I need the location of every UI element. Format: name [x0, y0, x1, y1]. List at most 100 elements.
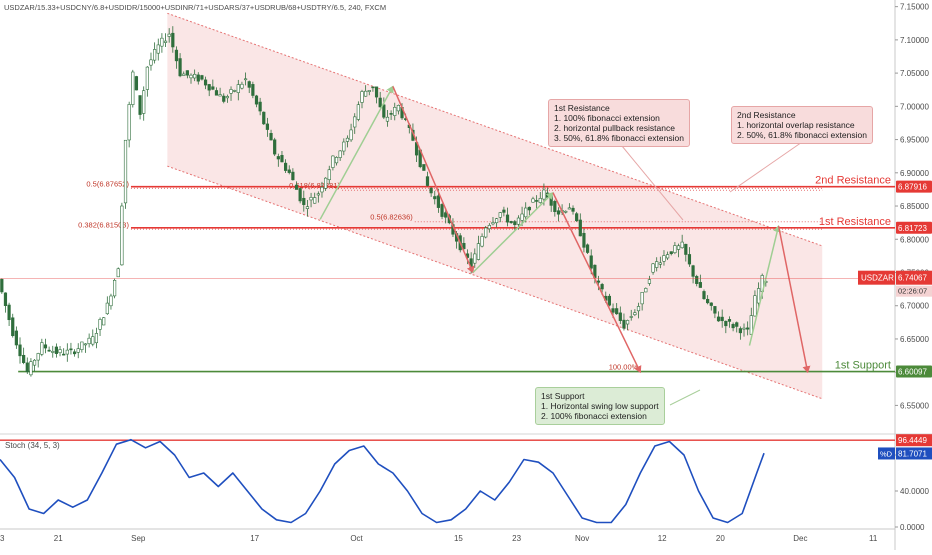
candle-body	[51, 350, 55, 353]
note-line: 2. horizontal pullback resistance	[554, 123, 675, 133]
candle-body	[145, 66, 149, 90]
osc-overbought-label: 96.4449	[898, 436, 927, 445]
candle-body	[225, 96, 229, 99]
symbol-tag-label: USDZAR	[861, 274, 894, 283]
projection-arrow	[319, 85, 394, 220]
note-1st-resistance[interactable]: 1st Resistance 1. 100% fibonacci extensi…	[548, 99, 690, 147]
note-line: 2. 50%, 61.8% fibonacci extension	[737, 130, 867, 140]
fib-level-label: 0.5(6.82636)	[370, 213, 413, 222]
candle-body	[520, 213, 524, 221]
candle-body	[625, 320, 630, 325]
candle-body	[749, 315, 753, 335]
candle-body	[698, 282, 702, 288]
symbol-title: USDZAR/15.33+USDCNY/6.8+USDIDR/15000+USD…	[4, 3, 387, 12]
candle-body	[371, 86, 375, 89]
price-tick-label: 6.80000	[900, 235, 929, 244]
candle-body	[294, 184, 299, 190]
candle-body	[571, 207, 575, 212]
candle-body	[83, 343, 88, 346]
candle-body	[334, 157, 339, 164]
candle-body	[185, 70, 189, 76]
candle-body	[389, 113, 393, 115]
candle-body	[258, 101, 262, 112]
candle-body	[276, 156, 280, 160]
time-tick-label: 12	[658, 534, 667, 543]
level-price-box	[896, 221, 932, 234]
candle-body	[575, 213, 579, 222]
price-tick-label: 6.85000	[900, 202, 929, 211]
candle-body	[633, 312, 637, 316]
candle-body	[163, 40, 168, 43]
candle-body	[382, 104, 386, 118]
osc-series-tag: %D	[880, 449, 893, 458]
candle-body	[171, 32, 175, 48]
candle-body	[440, 204, 444, 217]
candle-body	[713, 306, 717, 314]
candle-body	[378, 97, 382, 108]
candle-body	[65, 349, 69, 355]
candle-body	[236, 84, 240, 93]
candle-body	[320, 186, 324, 193]
candle-body	[262, 111, 266, 125]
price-tick-label: 6.55000	[900, 401, 929, 410]
candle-body	[14, 330, 18, 346]
candle-body	[429, 187, 433, 194]
candle-body	[585, 244, 590, 253]
candle-body	[691, 265, 695, 277]
candle-body	[666, 254, 670, 259]
candle-body	[524, 207, 528, 218]
candle-body	[491, 222, 495, 225]
candle-body	[80, 341, 84, 350]
candle-body	[724, 320, 728, 327]
level-price-label: 6.81723	[898, 224, 927, 233]
candle-body	[535, 200, 539, 202]
candle-body	[7, 304, 11, 321]
fib-level-label: 0.5(6.87652)	[86, 179, 129, 188]
candle-body	[280, 155, 284, 163]
candle-body	[644, 288, 648, 293]
candle-body	[291, 171, 295, 181]
candle-body	[651, 263, 655, 273]
projection-arrow	[748, 224, 782, 346]
candle-body	[425, 176, 430, 186]
candle-body	[229, 89, 233, 94]
candle-body	[105, 302, 109, 315]
candle-body	[618, 312, 622, 321]
candle-body	[538, 198, 542, 203]
candle-body	[433, 196, 437, 200]
candle-body	[527, 206, 531, 211]
candle-body	[123, 139, 128, 204]
note-1st-support[interactable]: 1st Support 1. Horizontal swing low supp…	[535, 387, 665, 425]
price-tick-label: 6.70000	[900, 302, 929, 311]
candle-body	[254, 95, 259, 105]
candle-body	[702, 291, 706, 300]
osc-series-tag-box	[878, 447, 895, 460]
candle-body	[360, 91, 364, 103]
candle-body	[25, 362, 29, 373]
candle-body	[756, 288, 761, 304]
candle-body	[629, 316, 633, 318]
candle-body	[367, 90, 371, 92]
candle-body	[338, 150, 342, 158]
candle-body	[564, 210, 568, 213]
candle-body	[505, 214, 510, 223]
note-title: 1st Resistance	[554, 103, 610, 113]
candle-body	[720, 316, 724, 322]
candle-body	[207, 84, 211, 91]
candle-body	[553, 201, 557, 212]
candle-body	[655, 261, 659, 268]
candle-body	[113, 279, 117, 297]
note-2nd-resistance[interactable]: 2nd Resistance 1. horizontal overlap res…	[731, 106, 873, 144]
candle-body	[600, 284, 604, 290]
candle-body	[203, 79, 208, 86]
candle-body	[738, 328, 742, 334]
candle-body	[662, 255, 666, 262]
candle-body	[182, 73, 186, 76]
price-tick-label: 6.65000	[900, 335, 929, 344]
symbol-tag-box	[858, 270, 895, 285]
candle-body	[709, 302, 713, 306]
candle-body	[134, 76, 139, 91]
candle-body	[109, 295, 113, 307]
